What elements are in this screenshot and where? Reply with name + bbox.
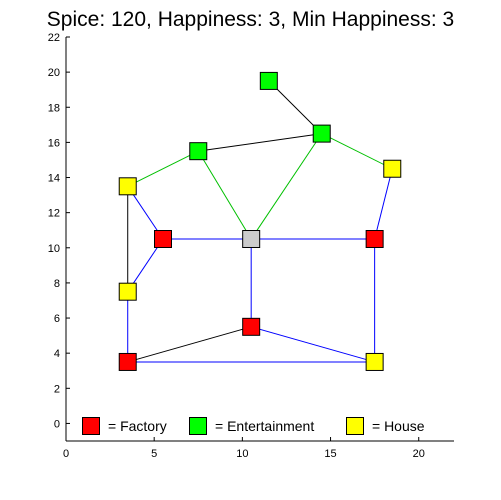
y-tick-label: 14 bbox=[48, 173, 60, 185]
y-tick-label: 20 bbox=[48, 67, 60, 79]
buildings bbox=[118, 71, 402, 371]
y-tick-label: 2 bbox=[54, 383, 60, 395]
legend-entertainment-label: = Entertainment bbox=[215, 418, 314, 434]
road-link bbox=[374, 168, 393, 240]
entertainment-marker bbox=[312, 124, 331, 143]
factory-marker bbox=[118, 352, 137, 371]
legend-house-label: = House bbox=[372, 418, 425, 434]
center-marker bbox=[242, 230, 261, 248]
x-tick-label: 5 bbox=[151, 448, 157, 460]
y-tick-label: 12 bbox=[48, 208, 60, 220]
x-tick-label: 10 bbox=[236, 448, 248, 460]
axes: 0 5 10 15 20 0 2 4 6 8 10 12 14 16 18 20 22 bbox=[48, 32, 454, 460]
entertainment-link bbox=[127, 150, 199, 187]
x-tick-label: 15 bbox=[324, 448, 336, 460]
legend: = Factory = Entertainment = House bbox=[82, 417, 425, 435]
entertainment-marker bbox=[189, 142, 208, 161]
entertainment-link bbox=[197, 150, 252, 240]
x-tick-label: 0 bbox=[63, 448, 69, 460]
factory-marker bbox=[154, 230, 172, 248]
entertainment-marker bbox=[259, 71, 278, 90]
y-tick-label: 6 bbox=[54, 313, 60, 325]
house-marker bbox=[118, 177, 137, 196]
y-tick-label: 22 bbox=[48, 32, 60, 44]
legend-factory-swatch bbox=[82, 417, 100, 435]
house-marker bbox=[365, 352, 384, 371]
other-link bbox=[198, 133, 322, 152]
legend-factory-label: = Factory bbox=[108, 418, 167, 434]
legend-entertainment-swatch bbox=[189, 417, 207, 435]
road-link bbox=[251, 326, 375, 363]
other-link bbox=[127, 326, 252, 363]
entertainment-link bbox=[321, 133, 393, 170]
factory-marker bbox=[242, 317, 261, 336]
y-tick-label: 16 bbox=[48, 137, 60, 149]
x-tick-label: 20 bbox=[413, 448, 425, 460]
y-tick-label: 10 bbox=[48, 243, 60, 255]
y-tick-label: 8 bbox=[54, 278, 60, 290]
y-tick-label: 0 bbox=[54, 418, 60, 430]
y-tick-label: 4 bbox=[54, 348, 60, 360]
y-tick-label: 18 bbox=[48, 102, 60, 114]
factory-marker bbox=[365, 230, 384, 248]
house-marker bbox=[383, 159, 402, 178]
house-marker bbox=[118, 282, 137, 301]
page-title: Spice: 120, Happiness: 3, Min Happiness:… bbox=[46, 8, 455, 31]
legend-house-swatch bbox=[346, 417, 364, 435]
entertainment-link bbox=[250, 133, 323, 240]
